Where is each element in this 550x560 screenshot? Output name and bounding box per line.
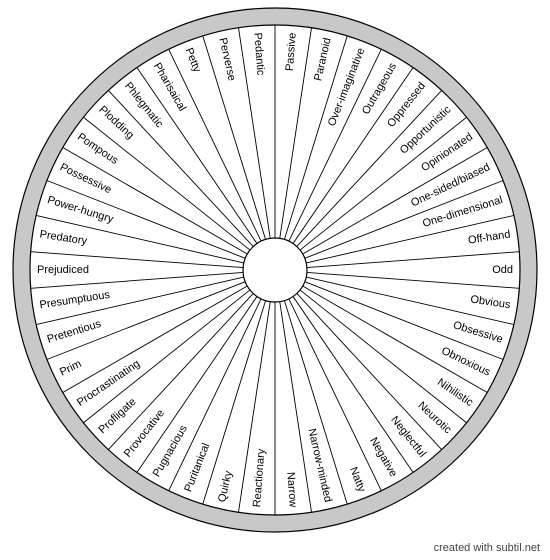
dial-label: Odd <box>492 264 513 276</box>
dial-label: Prejudiced <box>37 264 89 276</box>
radial-dial: PassiveParanoidOver-imaginativeOutrageou… <box>0 0 550 544</box>
footer-credit: created with subtil.net <box>434 542 540 554</box>
dial-hub <box>243 238 307 302</box>
